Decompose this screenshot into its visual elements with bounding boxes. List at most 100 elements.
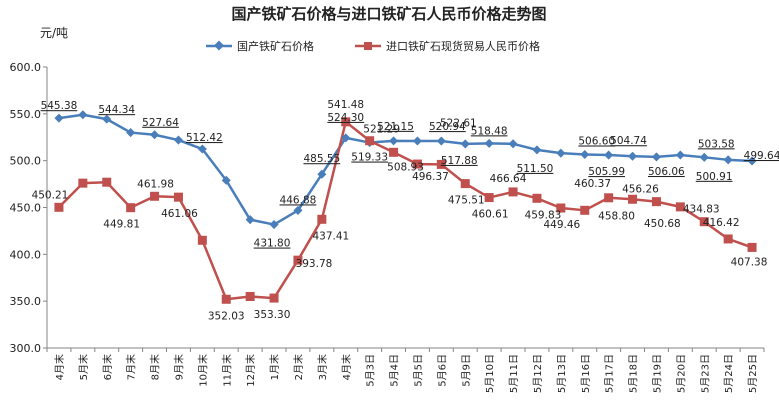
data-point-domestic — [389, 136, 399, 146]
data-point-import — [651, 197, 661, 207]
data-point-domestic — [245, 215, 255, 225]
data-point-import — [436, 159, 446, 169]
y-tick-label: 350.0 — [10, 295, 42, 308]
legend: 国产铁矿石价格 进口铁矿石现货贸易人民币价格 — [206, 39, 540, 53]
data-point-import — [126, 203, 136, 213]
y-tick-label: 600.0 — [10, 61, 42, 74]
x-tick-label: 5月3日 — [365, 354, 377, 387]
data-label-domestic: 503.58 — [698, 138, 735, 150]
x-tick-label: 5月18日 — [628, 354, 640, 393]
data-label-import: 450.21 — [32, 189, 69, 201]
chart-title: 国产铁矿石价格与进口铁矿石人民币价格走势图 — [231, 5, 546, 23]
data-point-domestic — [604, 150, 614, 160]
x-tick-label: 2月末 — [292, 354, 305, 380]
data-label-import: 521.29 — [363, 124, 400, 136]
data-point-domestic — [460, 139, 470, 149]
data-label-domestic: 519.33 — [351, 152, 388, 164]
data-point-import — [245, 291, 255, 301]
data-label-domestic: 506.06 — [648, 166, 685, 178]
data-point-import — [556, 203, 566, 213]
data-label-domestic: 504.74 — [610, 135, 647, 147]
data-label-domestic: 500.91 — [696, 171, 733, 183]
data-label-import: 437.41 — [312, 230, 349, 242]
x-tick-label: 6月末 — [101, 354, 114, 380]
x-tick-label: 7月末 — [125, 354, 138, 380]
data-point-import — [580, 205, 590, 215]
series-lines — [58, 113, 753, 301]
data-label-domestic: 505.99 — [588, 166, 625, 178]
data-label-domestic: 499.64 — [744, 150, 779, 162]
data-label-import: 496.37 — [412, 171, 449, 183]
data-point-import — [699, 217, 709, 227]
x-tick-label: 5月16日 — [580, 354, 592, 393]
data-point-import — [365, 136, 375, 146]
y-axis-unit: 元/吨 — [40, 26, 68, 40]
x-tick-label: 5月25日 — [747, 354, 759, 393]
data-labels: 545.38 544.34 527.64 512.42 431.80 446.88 485.… — [32, 99, 779, 322]
x-tick-label: 5月4日 — [389, 354, 401, 387]
data-label-import: 541.48 — [327, 99, 364, 111]
series-markers — [54, 110, 757, 304]
data-point-import — [747, 242, 757, 252]
data-point-import — [675, 202, 685, 212]
data-label-domestic: 485.55 — [303, 153, 340, 165]
data-point-domestic — [126, 128, 136, 138]
x-tick-label: 1月末 — [268, 354, 281, 380]
data-label-import: 459.83 — [525, 209, 562, 221]
data-label-import: 393.78 — [296, 258, 333, 270]
data-label-import: 352.03 — [208, 310, 245, 322]
data-point-domestic — [580, 149, 590, 160]
data-point-domestic — [651, 152, 661, 162]
x-tick-label: 5月11日 — [508, 354, 520, 393]
x-tick-label: 5月23日 — [699, 354, 711, 393]
data-label-domestic: 521.15 — [377, 121, 414, 133]
data-point-import — [484, 193, 494, 203]
x-tick-label: 9月末 — [172, 354, 185, 380]
x-tick-label: 10月末 — [196, 354, 209, 387]
data-label-domestic: 511.50 — [517, 163, 554, 175]
data-label-domestic: 518.48 — [471, 125, 508, 137]
data-point-import — [293, 255, 303, 265]
data-label-import: 456.26 — [622, 184, 659, 196]
data-label-import: 449.81 — [103, 219, 140, 231]
x-tick-label: 3月末 — [316, 354, 329, 380]
data-point-import — [78, 178, 88, 188]
data-label-domestic: 544.34 — [98, 104, 135, 116]
data-point-import — [723, 234, 733, 244]
x-tick-label: 5月24日 — [723, 354, 735, 393]
data-label-import: 353.30 — [254, 309, 291, 321]
data-label-import: 458.80 — [598, 210, 635, 222]
data-label-import: 461.98 — [137, 178, 174, 190]
x-tick-label: 4月末 — [53, 354, 66, 380]
data-label-import: 407.38 — [731, 256, 768, 268]
y-tick-label: 450.0 — [10, 202, 42, 215]
data-label-import: 460.61 — [472, 209, 509, 221]
data-label-domestic: 431.80 — [254, 238, 291, 250]
y-tick-label: 550.0 — [10, 108, 42, 121]
x-tick-label: 5月6日 — [436, 354, 448, 387]
data-label-import: 522.61 — [440, 117, 477, 129]
data-label-import: 416.42 — [703, 217, 740, 229]
data-label-domestic: 524.30 — [327, 112, 364, 124]
x-tick-label: 11月末 — [220, 354, 233, 387]
x-tick-label: 5月9日 — [460, 354, 472, 387]
data-point-import — [197, 235, 207, 245]
data-label-import: 466.64 — [490, 173, 527, 185]
legend-marker-import — [364, 42, 372, 50]
legend-label-import: 进口铁矿石现货贸易人民币价格 — [386, 39, 540, 53]
data-label-import: 434.83 — [683, 204, 720, 216]
legend-marker-domestic — [214, 40, 224, 51]
data-point-import — [628, 194, 638, 204]
x-tick-label: 5月12日 — [532, 354, 544, 393]
y-tick-label: 500.0 — [10, 155, 42, 168]
y-tick-label: 300.0 — [10, 342, 42, 355]
data-point-import — [460, 179, 470, 189]
data-label-domestic: 506.60 — [578, 135, 615, 147]
data-label-import: 461.06 — [161, 208, 198, 220]
data-label-import: 449.46 — [543, 219, 580, 231]
data-point-import — [532, 193, 542, 203]
data-point-domestic — [532, 145, 542, 155]
x-tick-label: 8月末 — [149, 354, 162, 380]
data-label-domestic: 512.42 — [186, 132, 223, 144]
